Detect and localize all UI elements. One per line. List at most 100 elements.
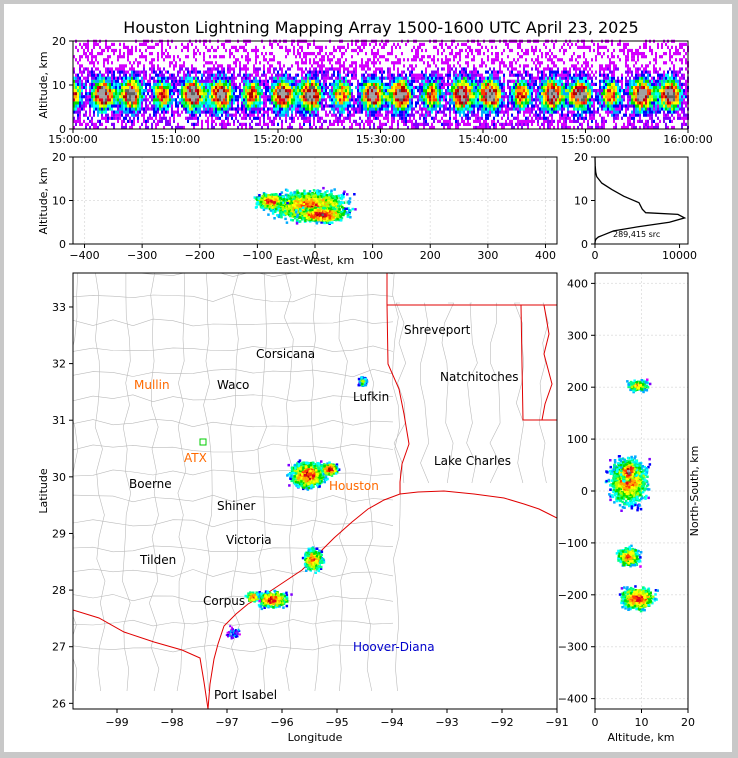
time-height-cell [545, 85, 547, 90]
time-height-cell [547, 119, 549, 123]
time-height-cell [563, 107, 565, 111]
time-height-cell [201, 98, 203, 102]
time-height-cell [93, 113, 95, 117]
time-height-cell [469, 45, 471, 49]
time-height-cell [147, 125, 149, 130]
time-height-cell [421, 70, 423, 74]
time-height-cell [133, 79, 135, 83]
time-height-cell [557, 98, 559, 102]
figure-title: Houston Lightning Mapping Array 1500-160… [123, 18, 638, 37]
time-height-cell [369, 82, 371, 86]
time-height-cell [527, 52, 529, 56]
time-height-cell [445, 61, 447, 65]
time-height-cell [391, 92, 393, 96]
time-height-cell [459, 95, 461, 99]
time-height-cell [289, 85, 291, 90]
time-height-cell [81, 73, 83, 77]
time-height-cell [449, 76, 451, 80]
time-height-cell [213, 67, 215, 71]
time-height-cell [393, 116, 395, 120]
time-height-cell [577, 107, 579, 111]
time-height-cell [79, 122, 81, 126]
time-height-cell [153, 89, 155, 93]
time-height-cell [297, 61, 299, 65]
time-height-cell [383, 101, 385, 105]
time-height-cell [99, 73, 101, 77]
time-height-cell [203, 85, 205, 90]
time-height-cell [229, 98, 231, 102]
time-height-cell [73, 89, 75, 93]
time-height-cell [491, 70, 493, 74]
time-height-cell [101, 48, 103, 53]
time-height-cell [541, 110, 543, 114]
time-height-cell [207, 116, 209, 120]
time-height-cell [571, 55, 573, 59]
time-height-cell [471, 89, 473, 93]
time-height-cell [505, 95, 507, 99]
time-height-cell [565, 73, 567, 77]
time-height-cell [415, 85, 417, 90]
time-height-cell [249, 58, 251, 62]
time-height-cell [525, 98, 527, 102]
time-height-cell [517, 73, 519, 77]
time-height-cell [487, 122, 489, 126]
time-height-cell [433, 101, 435, 105]
time-height-cell [337, 58, 339, 62]
time-height-cell [195, 58, 197, 62]
time-height-cell [451, 85, 453, 90]
time-height-cell [381, 107, 383, 111]
time-height-cell [293, 89, 295, 93]
time-height-cell [273, 116, 275, 120]
time-height-cell [599, 45, 601, 49]
time-height-cell [597, 42, 599, 46]
time-height-cell [427, 82, 429, 86]
time-height-cell [285, 107, 287, 111]
time-height-cell [553, 76, 555, 80]
time-height-cell [187, 42, 189, 46]
time-height-cell [87, 122, 89, 126]
time-height-cell [577, 92, 579, 96]
time-height-cell [575, 101, 577, 105]
time-height-cell [315, 61, 317, 65]
time-height-cell [127, 95, 129, 99]
time-height-cell [409, 73, 411, 77]
time-height-cell [187, 73, 189, 77]
time-height-cell [521, 98, 523, 102]
time-height-cell [591, 82, 593, 86]
time-height-cell [357, 52, 359, 56]
time-height-cell [469, 98, 471, 102]
time-height-cell [253, 92, 255, 96]
time-height-cell [301, 82, 303, 86]
time-height-cell [105, 70, 107, 74]
time-height-cell [557, 85, 559, 90]
time-height-cell [477, 125, 479, 130]
time-height-cell [545, 119, 547, 123]
time-height-cell [155, 125, 157, 130]
time-height-cell [507, 95, 509, 99]
time-height-cell [581, 82, 583, 86]
time-height-cell [519, 122, 521, 126]
time-height-cell [231, 107, 233, 111]
time-height-cell [547, 58, 549, 62]
time-height-cell [129, 110, 131, 114]
time-height-cell [75, 107, 77, 111]
time-height-cell [219, 64, 221, 68]
time-height-cell [439, 42, 441, 46]
time-height-cell [463, 101, 465, 105]
time-height-cell [401, 82, 403, 86]
time-height-cell [531, 67, 533, 71]
time-height-cell [291, 85, 293, 90]
time-height-cell [255, 67, 257, 71]
time-height-cell [541, 122, 543, 126]
time-height-cell [143, 67, 145, 71]
time-height-cell [559, 95, 561, 99]
time-height-cell [599, 73, 601, 77]
time-height-cell [213, 64, 215, 68]
time-height-cell [317, 119, 319, 123]
time-height-cell [213, 101, 215, 105]
time-height-cell [227, 79, 229, 83]
time-height-cell [449, 104, 451, 108]
time-height-cell [571, 79, 573, 83]
time-height-cell [113, 89, 115, 93]
time-height-cell [517, 95, 519, 99]
